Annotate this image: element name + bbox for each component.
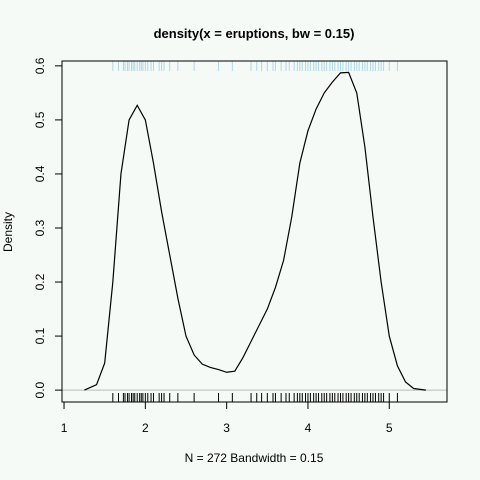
y-tick-label: 0.6 [33, 57, 47, 74]
x-tick-label: 4 [305, 421, 312, 435]
x-tick-label: 1 [61, 421, 68, 435]
y-axis-label: Density [1, 212, 15, 252]
y-tick-label: 0.4 [33, 165, 47, 182]
x-axis-label: N = 272 Bandwidth = 0.15 [185, 451, 324, 465]
y-tick-label: 0.5 [33, 111, 47, 128]
x-tick-label: 5 [386, 421, 393, 435]
density-line [84, 71, 426, 391]
plot-frame [61, 60, 448, 403]
y-tick-label: 0.0 [33, 381, 47, 398]
x-tick-label: 2 [142, 421, 149, 435]
y-tick-label: 0.1 [33, 327, 47, 344]
chart-title: density(x = eruptions, bw = 0.15) [154, 26, 355, 41]
y-tick-label: 0.2 [33, 273, 47, 290]
x-tick-label: 3 [223, 421, 230, 435]
y-tick-label: 0.3 [33, 219, 47, 236]
